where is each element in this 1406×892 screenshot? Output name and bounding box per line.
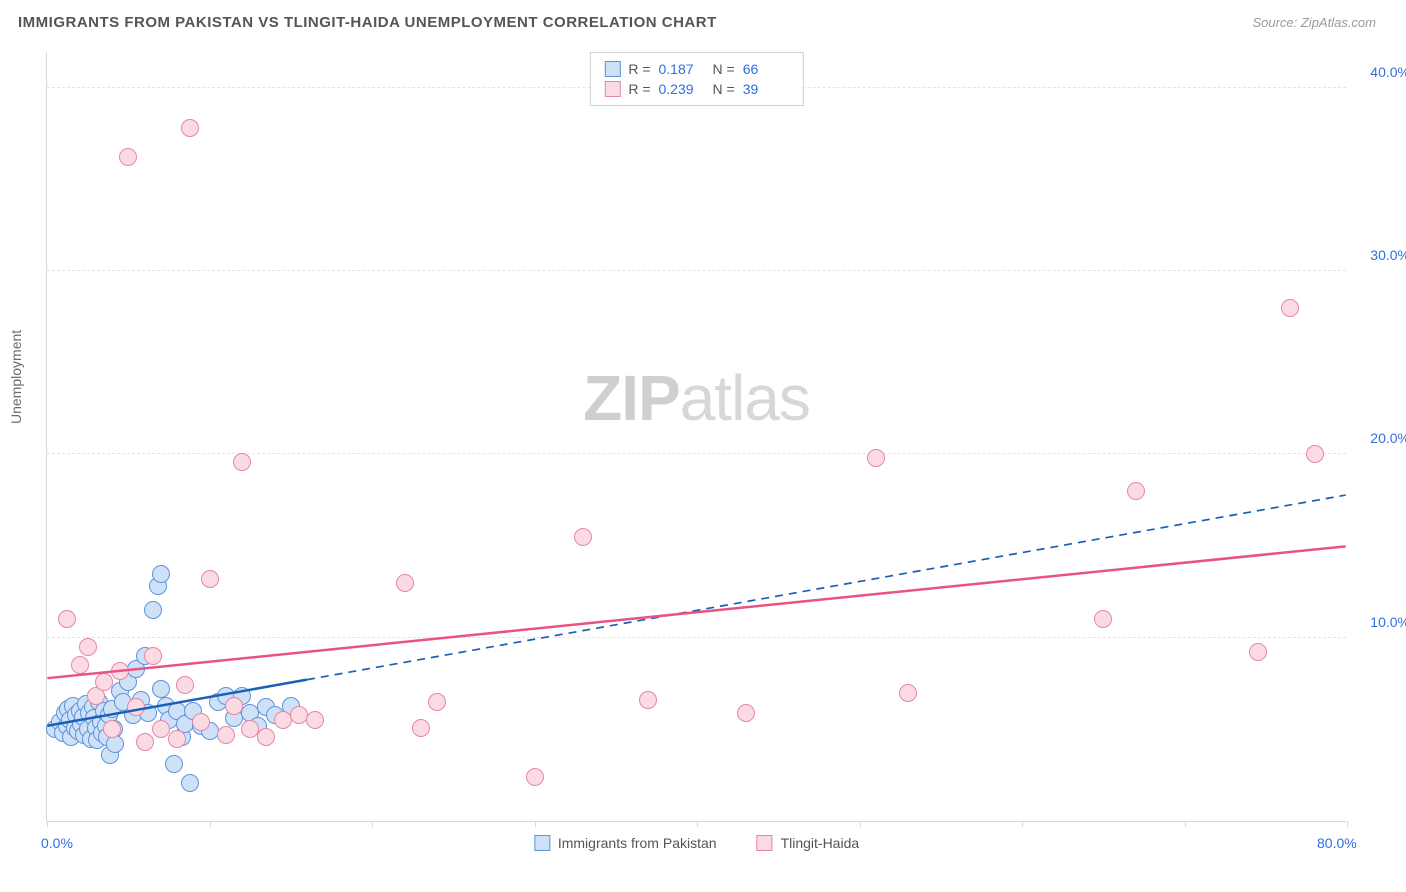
data-point-pakistan	[144, 601, 162, 619]
data-point-tlingit	[176, 676, 194, 694]
data-point-tlingit	[79, 638, 97, 656]
legend-r-value: 0.239	[659, 81, 705, 97]
plot-area: ZIPatlas R =0.187N =66R =0.239N =39 Immi…	[46, 52, 1346, 822]
x-tick	[860, 821, 861, 827]
gridline	[47, 270, 1346, 271]
data-point-tlingit	[867, 449, 885, 467]
data-point-tlingit	[428, 693, 446, 711]
chart-title: IMMIGRANTS FROM PAKISTAN VS TLINGIT-HAID…	[18, 14, 717, 31]
y-tick-label: 30.0%	[1354, 247, 1406, 263]
data-point-tlingit	[233, 453, 251, 471]
legend-n-value: 66	[743, 61, 789, 77]
data-point-tlingit	[1306, 445, 1324, 463]
data-point-pakistan	[165, 755, 183, 773]
data-point-tlingit	[1094, 610, 1112, 628]
chart-header: IMMIGRANTS FROM PAKISTAN VS TLINGIT-HAID…	[0, 0, 1406, 41]
y-tick-label: 20.0%	[1354, 430, 1406, 446]
data-point-tlingit	[396, 574, 414, 592]
data-point-tlingit	[225, 697, 243, 715]
chart-container: Unemployment ZIPatlas R = 0.187 N = 66 R = 0.…	[0, 44, 1406, 892]
legend-series-item: Tlingit-Haida	[757, 835, 860, 851]
trendline-pakistan-extrapolated	[307, 495, 1346, 680]
data-point-tlingit	[192, 713, 210, 731]
legend-stats: R = 0.187 N = 66 R = 0.239 N = 39	[589, 52, 803, 106]
y-tick-label: 40.0%	[1354, 64, 1406, 80]
x-tick	[1347, 821, 1348, 827]
legend-r-value: 0.187	[659, 61, 705, 77]
legend-series: Immigrants from Pakistan Tlingit-Haida	[534, 835, 859, 851]
x-tick	[47, 821, 48, 827]
data-point-tlingit	[574, 528, 592, 546]
legend-swatch	[757, 835, 773, 851]
data-point-pakistan	[181, 774, 199, 792]
data-point-tlingit	[1127, 482, 1145, 500]
data-point-tlingit	[136, 733, 154, 751]
legend-n-label: N =	[713, 81, 735, 97]
x-tick	[697, 821, 698, 827]
gridline	[47, 637, 1346, 638]
data-point-tlingit	[127, 698, 145, 716]
data-point-tlingit	[306, 711, 324, 729]
x-tick	[210, 821, 211, 827]
data-point-tlingit	[899, 684, 917, 702]
data-point-tlingit	[144, 647, 162, 665]
watermark: ZIPatlas	[583, 361, 810, 435]
x-tick	[1022, 821, 1023, 827]
data-point-tlingit	[58, 610, 76, 628]
trendline-tlingit	[47, 546, 1345, 678]
data-point-tlingit	[412, 719, 430, 737]
data-point-tlingit	[111, 662, 129, 680]
data-point-tlingit	[71, 656, 89, 674]
data-point-pakistan	[152, 565, 170, 583]
data-point-tlingit	[639, 691, 657, 709]
data-point-tlingit	[1249, 643, 1267, 661]
data-point-tlingit	[217, 726, 235, 744]
y-axis-label: Unemployment	[8, 330, 24, 424]
data-point-tlingit	[103, 720, 121, 738]
y-tick-label: 10.0%	[1354, 614, 1406, 630]
legend-series-label: Tlingit-Haida	[781, 835, 860, 851]
data-point-tlingit	[526, 768, 544, 786]
x-tick	[1185, 821, 1186, 827]
legend-stat-row: R = 0.239 N = 39	[604, 79, 788, 99]
legend-swatch	[534, 835, 550, 851]
legend-swatch	[604, 61, 620, 77]
data-point-tlingit	[152, 720, 170, 738]
legend-series-item: Immigrants from Pakistan	[534, 835, 717, 851]
data-point-tlingit	[201, 570, 219, 588]
legend-r-label: R =	[628, 61, 650, 77]
data-point-tlingit	[95, 673, 113, 691]
data-point-tlingit	[119, 148, 137, 166]
legend-swatch	[604, 81, 620, 97]
legend-n-label: N =	[713, 61, 735, 77]
legend-r-label: R =	[628, 81, 650, 97]
data-point-tlingit	[737, 704, 755, 722]
data-point-pakistan	[152, 680, 170, 698]
legend-stat-row: R = 0.187 N = 66	[604, 59, 788, 79]
data-point-tlingit	[257, 728, 275, 746]
data-point-tlingit	[1281, 299, 1299, 317]
data-point-tlingit	[168, 730, 186, 748]
data-point-tlingit	[181, 119, 199, 137]
legend-series-label: Immigrants from Pakistan	[558, 835, 717, 851]
chart-source: Source: ZipAtlas.com	[1252, 15, 1376, 30]
x-tick-label: 0.0%	[41, 835, 73, 851]
x-tick-label: 80.0%	[1317, 835, 1357, 851]
x-tick	[535, 821, 536, 827]
x-tick	[372, 821, 373, 827]
legend-n-value: 39	[743, 81, 789, 97]
